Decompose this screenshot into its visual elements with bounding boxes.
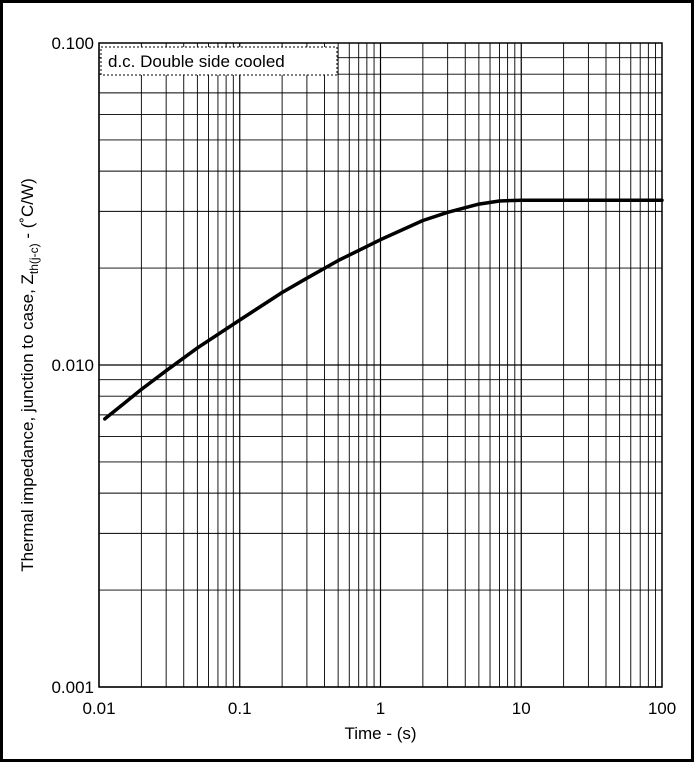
thermal-impedance-chart: d.c. Double side cooled 0.01 0.1 1 10 100 0.… [18,34,676,743]
x-axis-title: Time - (s) [344,724,416,743]
legend-label: d.c. Double side cooled [108,52,285,71]
x-tick-label: 0.1 [228,699,252,718]
grid [98,43,662,688]
x-tick-label: 100 [648,699,676,718]
y-tick-label: 0.100 [51,34,94,53]
legend-box [100,46,338,76]
y-tick-label: 0.001 [51,678,94,697]
x-tick-label: 1 [376,699,385,718]
x-tick-label: 0.01 [82,699,115,718]
x-tick-labels: 0.01 0.1 1 10 100 [82,699,676,718]
y-tick-labels: 0.001 0.010 0.100 [51,34,94,697]
y-axis-title-main: Thermal impedance, junction to case, Z [18,274,37,572]
legend: d.c. Double side cooled [100,46,338,76]
series-line [103,198,664,421]
x-tick-label: 10 [512,699,531,718]
y-tick-label: 0.010 [51,356,94,375]
y-axis-title-units: - (˚C/W) [18,178,37,243]
y-axis-title-subscript: th(j-c) [27,243,41,274]
plot-area-border [98,42,663,688]
series-layer [103,198,664,421]
y-axis-title: Thermal impedance, junction to case, Zth… [18,178,41,571]
